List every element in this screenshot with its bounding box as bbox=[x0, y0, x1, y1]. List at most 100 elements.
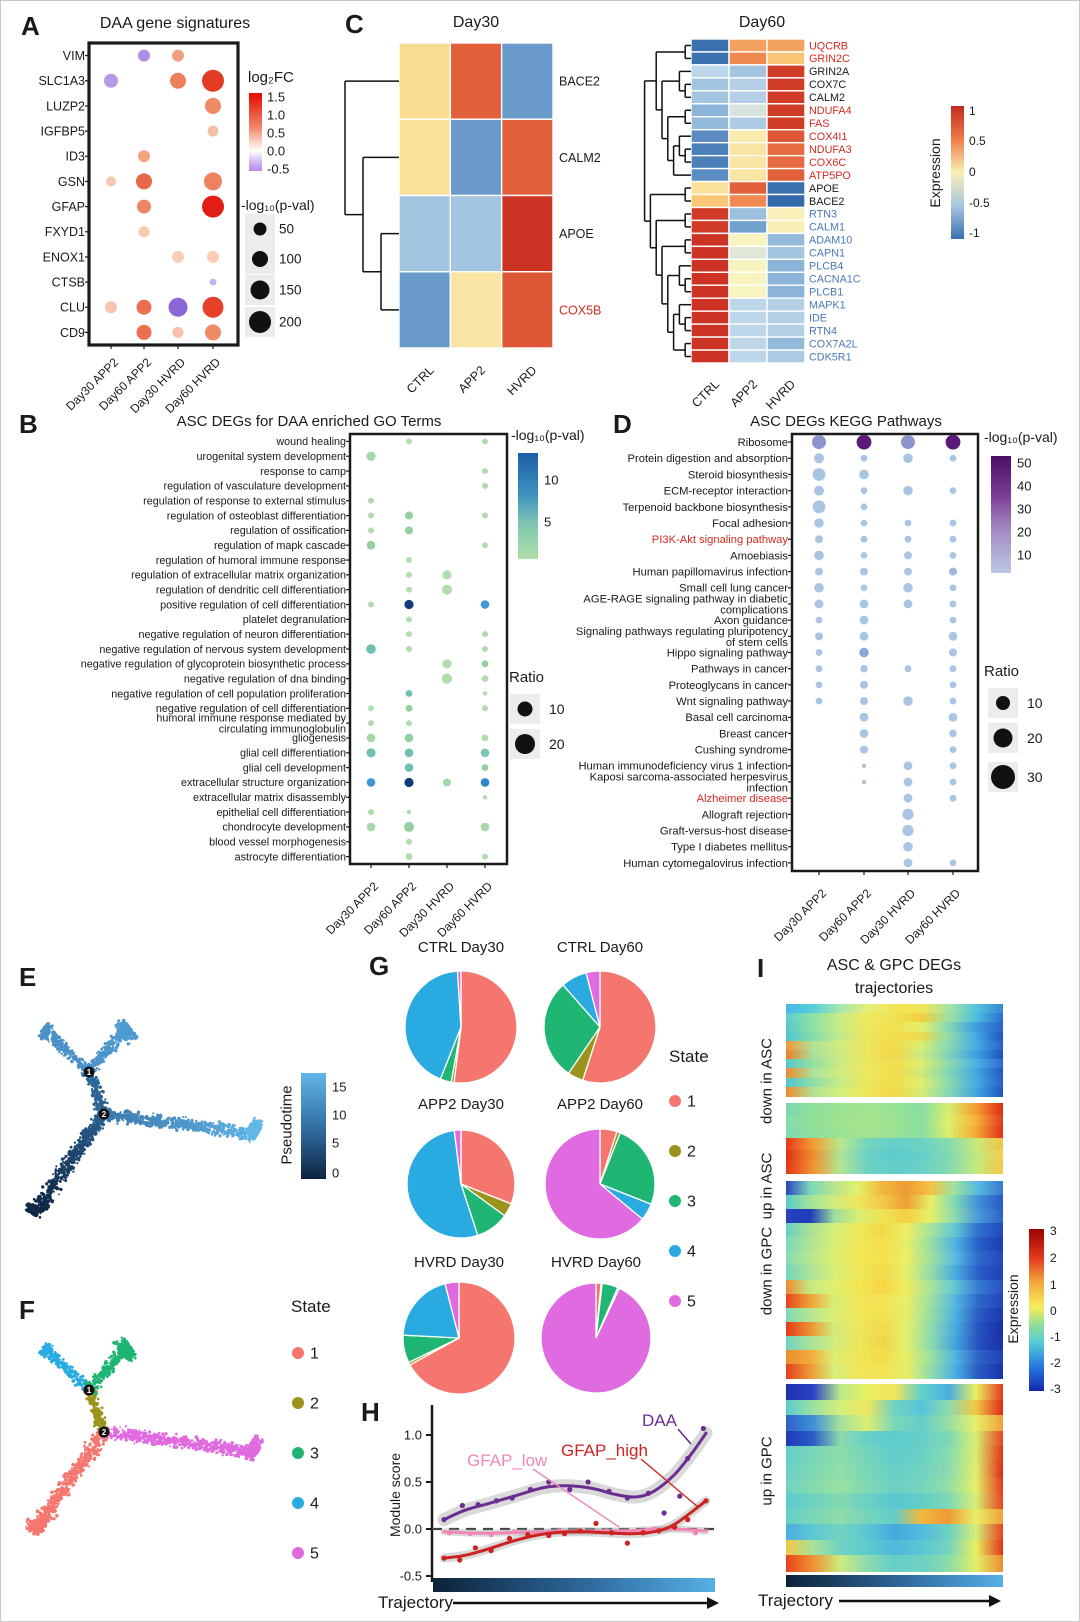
heatmap-strip-row bbox=[786, 1237, 1003, 1252]
heatmap-strip-row bbox=[786, 1384, 1003, 1401]
svg-text:CTSB: CTSB bbox=[52, 275, 85, 289]
expression-colorbar-i bbox=[1029, 1229, 1044, 1391]
panel-a-pval-legend-title: -log₁₀(p-val) bbox=[241, 197, 315, 213]
svg-text:Alzheimer disease: Alzheimer disease bbox=[697, 793, 788, 805]
svg-text:Kaposi sarcoma-associated herp: Kaposi sarcoma-associated herpesvirus inf… bbox=[590, 772, 789, 795]
gfap-low-curve-label: GFAP_low bbox=[467, 1451, 548, 1470]
daa-curve-label: DAA bbox=[642, 1411, 677, 1430]
block-label-2: down in GPC bbox=[758, 1226, 776, 1316]
svg-text:Allograft rejection: Allograft rejection bbox=[702, 809, 788, 821]
heatmap-strip-row bbox=[786, 1068, 1003, 1079]
gfap-high-curve-label: GFAP_high bbox=[561, 1441, 648, 1460]
pie-title-hvrd-day60: HVRD Day60 bbox=[550, 1254, 642, 1271]
panel-b-dotplot: wound healing urogenital system developme… bbox=[81, 432, 509, 940]
svg-text:IDE: IDE bbox=[809, 312, 827, 324]
svg-text:astrocyte differentiation: astrocyte differentiation bbox=[235, 851, 346, 863]
panel-label-d: D bbox=[613, 409, 632, 439]
svg-text:response to camp: response to camp bbox=[260, 466, 346, 478]
svg-text:ENOX1: ENOX1 bbox=[43, 250, 85, 264]
panel-c-day60-title: Day60 bbox=[738, 14, 786, 31]
svg-text:CALM1: CALM1 bbox=[809, 222, 845, 234]
svg-text:Axon guidance: Axon guidance bbox=[714, 615, 788, 627]
svg-text:Basal cell carcinoma: Basal cell carcinoma bbox=[685, 712, 788, 724]
svg-text:CAPN1: CAPN1 bbox=[809, 248, 845, 260]
svg-text:negative regulation of dna bin: negative regulation of dna binding bbox=[184, 673, 346, 685]
svg-text:CALM2: CALM2 bbox=[809, 92, 845, 104]
svg-text:IGFBP5: IGFBP5 bbox=[41, 124, 86, 138]
panel-label-i: I bbox=[757, 953, 765, 983]
panel-label-g: G bbox=[369, 951, 390, 981]
svg-text:Pathways in cancer: Pathways in cancer bbox=[691, 664, 788, 676]
heatmap-strip-row bbox=[786, 1077, 1003, 1088]
svg-text:GRIN2A: GRIN2A bbox=[809, 66, 850, 78]
panel-i-title-line1: ASC & GPC DEGs bbox=[826, 957, 962, 974]
svg-text:negative regulation of glycopr: negative regulation of glycoprotein bios… bbox=[81, 659, 347, 671]
panel-d-pval-colorbar bbox=[991, 456, 1011, 573]
heatmap-strip-row bbox=[786, 1031, 1003, 1042]
panel-f-state-legend-title: State bbox=[291, 1297, 331, 1316]
svg-text:CD9: CD9 bbox=[60, 326, 85, 340]
svg-text:Focal adhesion: Focal adhesion bbox=[712, 518, 788, 530]
svg-text:regulation of humoral immune r: regulation of humoral immune response bbox=[156, 555, 346, 567]
svg-text:Human cytomegalovirus infectio: Human cytomegalovirus infection bbox=[623, 858, 788, 870]
heatmap-strip-row bbox=[786, 1415, 1003, 1432]
panel-d-title: ASC DEGs KEGG Pathways bbox=[750, 413, 942, 430]
svg-text:MAPK1: MAPK1 bbox=[809, 299, 846, 311]
svg-text:Breast cancer: Breast cancer bbox=[719, 728, 788, 740]
panel-h-trajectory-gradient bbox=[433, 1578, 715, 1592]
panel-i-title-line2: trajectories bbox=[854, 980, 934, 997]
svg-text:Ribosome: Ribosome bbox=[738, 437, 788, 449]
svg-text:COX4I1: COX4I1 bbox=[809, 131, 847, 143]
panel-b-title: ASC DEGs for DAA enriched GO Terms bbox=[176, 413, 442, 430]
heatmap-strip-row bbox=[786, 1461, 1003, 1479]
panel-label-f: F bbox=[19, 1295, 35, 1325]
panel-label-h: H bbox=[361, 1397, 380, 1427]
pie-title-ctrl-day60: CTRL Day60 bbox=[556, 939, 644, 956]
svg-text:ECM-receptor interaction: ECM-receptor interaction bbox=[664, 486, 788, 498]
heatmap-strip-row bbox=[786, 1138, 1003, 1151]
pie-title-ctrl-day30: CTRL Day30 bbox=[417, 939, 505, 956]
svg-text:APOE: APOE bbox=[559, 227, 594, 241]
svg-text:Graft-versus-host disease: Graft-versus-host disease bbox=[660, 825, 788, 837]
svg-text:Hippo signaling pathway: Hippo signaling pathway bbox=[667, 647, 789, 659]
block-label-0: down in ASC bbox=[758, 1038, 776, 1124]
expression-colorbar-title-c: Expression bbox=[927, 138, 943, 208]
heatmap-strip-row bbox=[786, 1293, 1003, 1309]
svg-text:HVRD: HVRD bbox=[505, 363, 540, 398]
svg-text:epithelial cell differentiatio: epithelial cell differentiation bbox=[217, 807, 346, 819]
heatmap-strip-row bbox=[786, 1446, 1003, 1463]
heatmap-strip-row bbox=[786, 1363, 1003, 1379]
heatmap-strip-row bbox=[786, 1307, 1003, 1323]
svg-text:humoral immune response mediat: humoral immune response mediated by circu… bbox=[156, 713, 346, 736]
svg-text:COX7A2L: COX7A2L bbox=[809, 338, 858, 350]
svg-text:Small cell lung cancer: Small cell lung cancer bbox=[679, 583, 788, 595]
svg-text:GFAP: GFAP bbox=[52, 200, 85, 214]
svg-text:regulation of osteoblast diffe: regulation of osteoblast differentiation bbox=[167, 510, 346, 522]
heatmap-strip-row bbox=[786, 1555, 1003, 1572]
heatmap-strip-row bbox=[786, 1209, 1003, 1224]
svg-text:2: 2 bbox=[102, 1110, 107, 1119]
heatmap-strip-row bbox=[786, 1539, 1003, 1556]
svg-text:ATP5PO: ATP5PO bbox=[809, 170, 851, 182]
svg-text:Proteoglycans in cancer: Proteoglycans in cancer bbox=[669, 680, 789, 692]
heatmap-strip-row bbox=[786, 1004, 1003, 1014]
svg-text:APP2: APP2 bbox=[728, 377, 761, 410]
svg-text:CLU: CLU bbox=[60, 301, 85, 315]
panel-d-dotplot: Ribosome Protein digestion and absorption… bbox=[576, 432, 980, 947]
svg-text:Wnt signaling pathway: Wnt signaling pathway bbox=[676, 696, 788, 708]
pie-title-app2-day30: APP2 Day30 bbox=[418, 1096, 504, 1113]
panel-h-modulescore: 1.00.50.0-0.5 bbox=[400, 1405, 719, 1609]
panel-d-ratio-legend-title: Ratio bbox=[984, 663, 1020, 680]
svg-text:COX5B: COX5B bbox=[559, 303, 601, 317]
svg-text:Type I diabetes mellitus: Type I diabetes mellitus bbox=[671, 842, 788, 854]
panel-b-pval-colorbar bbox=[518, 453, 538, 559]
svg-text:FAS: FAS bbox=[809, 118, 829, 130]
svg-text:GRIN2C: GRIN2C bbox=[809, 53, 850, 65]
svg-text:regulation of response to exte: regulation of response to external stimu… bbox=[143, 496, 346, 508]
svg-text:COX7C: COX7C bbox=[809, 79, 846, 91]
svg-text:ID3: ID3 bbox=[66, 150, 86, 164]
panel-a-title: DAA gene signatures bbox=[99, 15, 251, 32]
svg-text:negative regulation of nervous: negative regulation of nervous system de… bbox=[99, 644, 346, 656]
heatmap-strip-row bbox=[786, 1477, 1003, 1494]
